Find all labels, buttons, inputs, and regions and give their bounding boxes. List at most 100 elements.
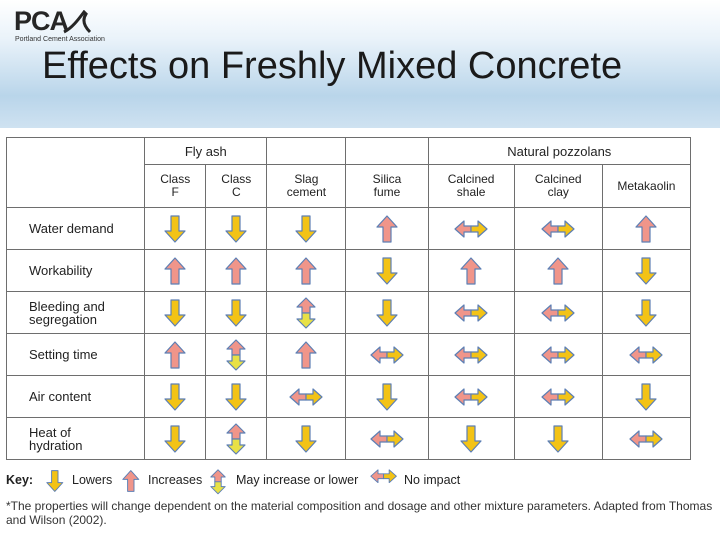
left-right-arrow-icon	[429, 219, 514, 238]
cell-silica-fume	[345, 207, 429, 250]
col-header-silica-fume: Silica fume	[345, 164, 429, 208]
lowers-arrow-icon	[206, 214, 266, 244]
left-right-arrow-icon	[515, 345, 602, 364]
table-body: Water demand Workability Bleeding and segr…	[5, 207, 692, 460]
lowers-arrow-icon	[346, 256, 427, 286]
cell-class-c	[205, 375, 268, 418]
left-right-arrow-icon	[515, 387, 602, 406]
left-right-arrow-icon	[267, 387, 345, 406]
col-header-calcined-shale: Calcined shale	[427, 164, 515, 208]
cell-calcined-shale	[427, 333, 515, 376]
cell-metakaolin	[601, 333, 692, 376]
increases-arrow-icon	[267, 340, 345, 370]
col-header-metakaolin: Metakaolin	[601, 164, 692, 208]
cell-silica-fume	[345, 375, 429, 418]
lowers-arrow-icon	[346, 382, 427, 412]
admixture-effects-table: Fly ash Natural pozzolans Class F Class C …	[5, 137, 692, 460]
table-row: Air content	[5, 375, 692, 418]
cell-silica-fume	[345, 417, 429, 460]
col-header-calcined-clay: Calcined clay	[513, 164, 603, 208]
cell-slag-cement	[266, 375, 347, 418]
cell-class-c	[205, 417, 268, 460]
cell-calcined-clay	[513, 333, 603, 376]
table-row: Heat of hydration	[5, 417, 692, 460]
lowers-arrow-icon	[206, 382, 266, 412]
lowers-arrow-icon	[145, 382, 205, 412]
left-right-arrow-icon	[370, 469, 397, 486]
left-right-arrow-icon	[603, 429, 690, 448]
cell-calcined-clay	[513, 375, 603, 418]
cell-slag-cement	[266, 249, 347, 292]
cell-class-f	[144, 249, 207, 292]
lowers-arrow-icon	[603, 256, 690, 286]
left-right-arrow-icon	[346, 429, 427, 448]
cell-metakaolin	[601, 375, 692, 418]
lowers-arrow-icon	[145, 298, 205, 328]
lowers-arrow-icon	[206, 298, 266, 328]
col-header-slag-cement: Slag cement	[266, 164, 347, 208]
cell-metakaolin	[601, 417, 692, 460]
pca-logo: PCA Portland Cement Association	[14, 6, 194, 43]
table-area: Fly ash Natural pozzolans Class F Class C …	[0, 132, 720, 540]
cell-silica-fume	[345, 333, 429, 376]
cell-class-f	[144, 333, 207, 376]
increases-arrow-icon	[122, 469, 140, 496]
corner-cell	[5, 137, 146, 208]
left-right-arrow-icon	[515, 303, 602, 322]
group-header-fly-ash: Fly ash	[144, 137, 268, 165]
increases-arrow-icon	[206, 256, 266, 286]
cell-slag-cement	[266, 417, 347, 460]
col-header-class-f: Class F	[144, 164, 207, 208]
row-label: Workability	[5, 249, 146, 292]
cell-metakaolin	[601, 207, 692, 250]
lowers-arrow-icon	[429, 424, 514, 454]
lowers-arrow-icon	[603, 382, 690, 412]
key-title: Key:	[6, 473, 34, 487]
cell-silica-fume	[345, 249, 429, 292]
key-increases-label: Increases	[148, 473, 203, 487]
up-down-arrow-icon	[210, 469, 226, 498]
left-right-arrow-icon	[603, 345, 690, 364]
lowers-arrow-icon	[267, 424, 345, 454]
cell-calcined-clay	[513, 207, 603, 250]
up-down-arrow-icon	[206, 338, 266, 371]
cell-class-f	[144, 291, 207, 334]
row-label: Setting time	[5, 333, 146, 376]
lowers-arrow-icon	[145, 214, 205, 244]
slag-group-blank	[266, 137, 347, 165]
increases-arrow-icon	[603, 214, 690, 244]
table-row: Setting time	[5, 333, 692, 376]
logo-text: PCA	[14, 6, 69, 36]
increases-arrow-icon	[429, 256, 514, 286]
increases-arrow-icon	[267, 256, 345, 286]
up-down-arrow-icon	[267, 296, 345, 329]
cell-class-c	[205, 333, 268, 376]
cell-calcined-clay	[513, 249, 603, 292]
silica-group-blank	[345, 137, 429, 165]
lowers-arrow-icon	[46, 469, 64, 496]
cell-class-c	[205, 207, 268, 250]
cell-class-f	[144, 375, 207, 418]
col-header-class-c: Class C	[205, 164, 268, 208]
increases-arrow-icon	[145, 256, 205, 286]
cell-calcined-shale	[427, 375, 515, 418]
increases-arrow-icon	[346, 214, 427, 244]
left-right-arrow-icon	[429, 303, 514, 322]
cell-calcined-shale	[427, 291, 515, 334]
increases-arrow-icon	[145, 340, 205, 370]
footnote: *The properties will change dependent on…	[6, 499, 713, 527]
logo-subtitle: Portland Cement Association	[15, 36, 105, 43]
left-right-arrow-icon	[346, 345, 427, 364]
cell-metakaolin	[601, 249, 692, 292]
slide-title: Effects on Freshly Mixed Concrete	[42, 45, 623, 87]
key-either-label: May increase or lower	[236, 473, 359, 487]
lowers-arrow-icon	[346, 298, 427, 328]
cell-class-f	[144, 207, 207, 250]
key-no-impact-label: No impact	[404, 473, 461, 487]
logo-swoosh-icon	[63, 10, 92, 34]
lowers-arrow-icon	[145, 424, 205, 454]
cell-class-f	[144, 417, 207, 460]
key-legend: Key: Lowers Increases May increase or lo…	[6, 469, 706, 497]
group-header-natural-pozzolans: Natural pozzolans	[427, 137, 692, 165]
header-band	[0, 0, 720, 128]
